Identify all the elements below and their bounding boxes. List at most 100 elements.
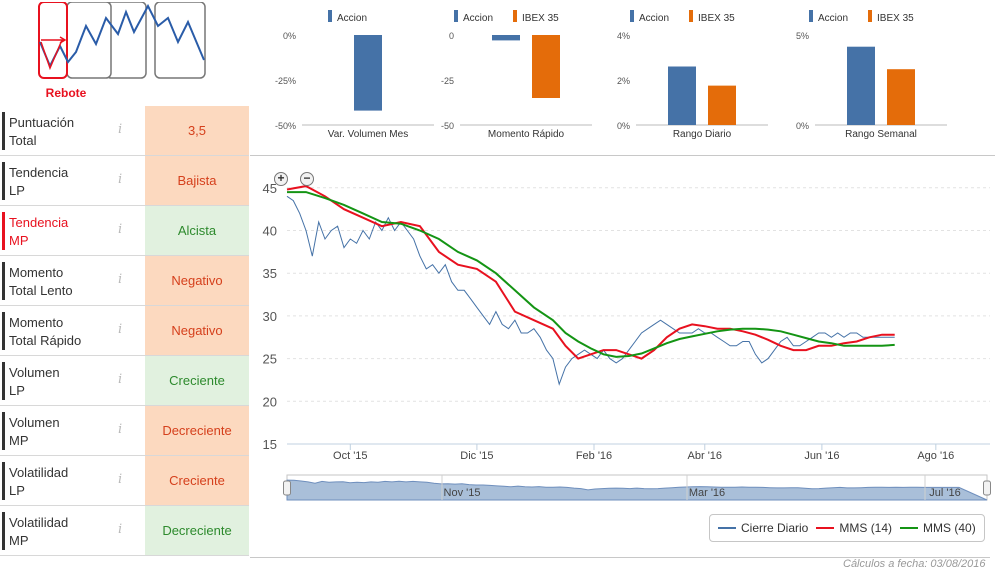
indicator-row[interactable]: Tendencia LP i Bajista — [0, 156, 249, 206]
legend-swatch — [809, 10, 813, 22]
indicator-value: Decreciente — [145, 506, 249, 555]
indicator-table: Puntuación Total i 3,5 Tendencia LP i Bajista Te… — [0, 106, 249, 556]
legend-item-cierre[interactable]: Cierre Diario — [718, 521, 808, 535]
price-chart[interactable]: 45 40 35 30 25 20 15 Oct '15 Dic '15 Feb '16 Abr '… — [250, 155, 995, 568]
indicator-label-line: Volumen — [9, 415, 60, 430]
y-tick-label: 2% — [617, 76, 630, 86]
y-tick-label: -25 — [441, 76, 454, 86]
navigator-label: Nov '15 — [444, 487, 481, 499]
chart-title: Rango Semanal — [845, 129, 917, 140]
indicator-label-line: Tendencia — [9, 215, 69, 230]
indicator-label: Tendencia MP — [9, 214, 109, 250]
zoom-out-button[interactable]: − — [300, 172, 314, 186]
x-tick-label: Jun '16 — [804, 450, 839, 462]
indicator-row[interactable]: Puntuación Total i 3,5 — [0, 106, 249, 156]
info-icon[interactable]: i — [118, 222, 123, 237]
row-marker — [2, 412, 5, 450]
info-icon[interactable]: i — [118, 522, 123, 537]
indicator-label-line: MP — [9, 233, 29, 248]
indicator-value: Negativo — [145, 256, 249, 305]
legend-swatch — [454, 10, 458, 22]
y-tick-label: 40 — [263, 224, 277, 239]
legend-line-icon — [718, 527, 736, 529]
navigator-left-handle[interactable] — [283, 480, 291, 496]
indicator-label-line: MP — [9, 433, 29, 448]
indicator-row[interactable]: Volumen MP i Decreciente — [0, 406, 249, 456]
info-icon[interactable]: i — [118, 322, 123, 337]
info-icon[interactable]: i — [118, 172, 123, 187]
indicator-value: Alcista — [145, 206, 249, 255]
info-icon[interactable]: i — [118, 272, 123, 287]
bar-ibex-35 — [532, 35, 560, 98]
legend-swatch — [513, 10, 517, 22]
chart-title: Rango Diario — [673, 129, 732, 140]
navigator-series — [286, 479, 988, 501]
y-tick-label: -50% — [275, 121, 296, 131]
indicator-label: Puntuación Total — [9, 114, 109, 150]
indicator-row[interactable]: Volumen LP i Creciente — [0, 356, 249, 406]
legend-label: Accion — [818, 13, 848, 24]
zoom-in-button[interactable]: + — [274, 172, 288, 186]
indicator-label: Momento Total Rápido — [9, 314, 109, 350]
navigator-label: Mar '16 — [689, 487, 725, 499]
rango-semanal-chart: Accion IBEX 35 5% 0% Rango Semanal — [796, 10, 947, 140]
indicator-row[interactable]: Volatilidad LP i Creciente — [0, 456, 249, 506]
info-icon[interactable]: i — [118, 122, 123, 137]
legend-label: Accion — [463, 13, 493, 24]
indicator-label-line: LP — [9, 183, 25, 198]
indicator-label: Volumen MP — [9, 414, 109, 450]
x-tick-label: Oct '15 — [333, 450, 368, 462]
rebote-pattern-icon[interactable] — [38, 2, 210, 102]
series-line-mms-14- — [286, 185, 895, 360]
indicator-label-line: Volatilidad — [9, 465, 69, 480]
indicator-label: Momento Total Lento — [9, 264, 109, 300]
bar-accion — [668, 66, 696, 125]
indicator-value: Creciente — [145, 456, 249, 505]
y-tick-label: -50 — [441, 121, 454, 131]
indicator-label-line: Tendencia — [9, 165, 69, 180]
info-icon[interactable]: i — [118, 472, 123, 487]
indicator-value: Negativo — [145, 306, 249, 355]
chart-top-divider — [250, 155, 995, 156]
legend-label: MMS (14) — [839, 521, 893, 535]
pattern-label: Rebote — [45, 86, 87, 100]
bar-accion — [354, 35, 382, 111]
y-tick-label: 45 — [263, 181, 277, 196]
y-tick-label: 30 — [263, 309, 277, 324]
legend-item-mms40[interactable]: MMS (40) — [900, 521, 976, 535]
x-tick-label: Feb '16 — [576, 450, 612, 462]
x-tick-label: Dic '15 — [460, 450, 493, 462]
chart-title: Momento Rápido — [488, 129, 565, 140]
y-tick-label: 15 — [263, 437, 277, 452]
row-marker — [2, 262, 5, 300]
calc-date: Cálculos a fecha: 03/08/2016 — [843, 558, 986, 568]
info-icon[interactable]: i — [118, 422, 123, 437]
y-tick-label: 0% — [617, 121, 630, 131]
indicator-label: Volatilidad LP — [9, 464, 109, 500]
indicator-row[interactable]: Volatilidad MP i Decreciente — [0, 506, 249, 556]
bar-accion — [492, 35, 520, 41]
var-volumen-mes-chart: Accion 0% -25% -50% Var. Volumen Mes — [275, 10, 434, 140]
info-icon[interactable]: i — [118, 372, 123, 387]
indicator-label: Volumen LP — [9, 364, 109, 400]
y-tick-label: 35 — [263, 266, 277, 281]
y-tick-label: 0% — [796, 121, 809, 131]
legend-label: IBEX 35 — [522, 13, 559, 24]
indicator-row[interactable]: Tendencia MP i Alcista — [0, 206, 249, 256]
indicator-label-line: Volatilidad — [9, 515, 69, 530]
legend-label: Accion — [639, 13, 669, 24]
footer-divider — [250, 557, 990, 558]
legend-label: IBEX 35 — [698, 13, 735, 24]
bar-ibex-35 — [887, 69, 915, 125]
indicator-row[interactable]: Momento Total Lento i Negativo — [0, 256, 249, 306]
y-tick-label: 5% — [796, 31, 809, 41]
indicator-value: Bajista — [145, 156, 249, 205]
chart-title: Var. Volumen Mes — [328, 129, 408, 140]
y-tick-label: 0 — [449, 31, 454, 41]
legend-item-mms14[interactable]: MMS (14) — [816, 521, 892, 535]
legend-label: MMS (40) — [923, 521, 976, 535]
chart-legend: Cierre Diario MMS (14) MMS (40) — [709, 514, 985, 542]
navigator-right-handle[interactable] — [983, 480, 991, 496]
indicator-row[interactable]: Momento Total Rápido i Negativo — [0, 306, 249, 356]
